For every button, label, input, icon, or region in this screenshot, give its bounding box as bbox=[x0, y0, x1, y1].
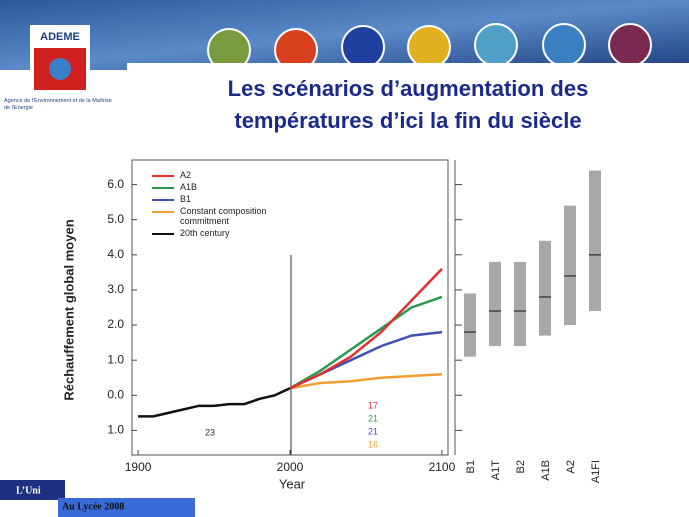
legend-label: A1B bbox=[180, 182, 198, 192]
title: températures d’ici la fin du siècle bbox=[234, 108, 581, 133]
agency: Agence de l'Environnement et de la Maîtr… bbox=[4, 98, 112, 111]
legend-label: Constant composition commitment bbox=[180, 206, 267, 226]
logo-globe bbox=[49, 58, 71, 80]
range-label: A1B bbox=[540, 460, 552, 481]
legend-swatch bbox=[152, 199, 174, 201]
series-line bbox=[289, 268, 443, 390]
legend-item: B1 bbox=[152, 194, 275, 204]
footer-text: Au Lycée 2008 bbox=[62, 501, 124, 512]
range-label: A1T bbox=[490, 460, 502, 480]
title: Les scénarios d’augmentation des bbox=[228, 76, 589, 101]
series-line bbox=[138, 387, 291, 418]
legend-item: 20th century bbox=[152, 228, 275, 238]
y-tick-label: 1.0 bbox=[107, 423, 124, 437]
range-bar bbox=[489, 261, 501, 347]
legend-swatch bbox=[152, 233, 174, 235]
title-box bbox=[127, 63, 689, 145]
legend-label: A2 bbox=[180, 170, 192, 180]
range-bar bbox=[464, 293, 476, 357]
legend-swatch bbox=[152, 187, 174, 189]
footer-bar bbox=[0, 480, 65, 500]
y-tick-label: 2.0 bbox=[107, 317, 124, 331]
x-axis-label: Year bbox=[279, 476, 306, 491]
series-line bbox=[289, 295, 443, 390]
legend: A2 A1B B1 Constant composition commitment 20… bbox=[152, 170, 275, 240]
icons bbox=[207, 23, 652, 72]
legend-item: A1B bbox=[152, 182, 275, 192]
annotation: 17 bbox=[368, 400, 378, 410]
y-tick-label: 3.0 bbox=[107, 282, 124, 296]
range-label: B1 bbox=[465, 460, 477, 473]
y-tick-label: 4.0 bbox=[107, 247, 124, 261]
banner bbox=[0, 0, 689, 70]
y-tick-label: 1.0 bbox=[107, 352, 124, 366]
footer-text: L’Uni bbox=[16, 485, 41, 496]
legend-label: 20th century bbox=[180, 228, 230, 238]
range-label: B2 bbox=[515, 460, 527, 473]
range-bar bbox=[514, 261, 526, 347]
x-tick-label: 2000 bbox=[277, 460, 304, 474]
range-bar bbox=[539, 240, 551, 336]
legend-swatch bbox=[152, 211, 174, 213]
y-axis-label: Réchauffement global moyen bbox=[61, 219, 76, 400]
y-tick-label: 5.0 bbox=[107, 212, 124, 226]
logo-text: ADEME bbox=[40, 31, 80, 43]
legend-item: A2 bbox=[152, 170, 275, 180]
x-tick-label: 1900 bbox=[125, 460, 152, 474]
range-label: A1FI bbox=[590, 460, 602, 483]
y-tick-label: 0.0 bbox=[107, 387, 124, 401]
x-tick-label: 2100 bbox=[429, 460, 456, 474]
y-tick-label: 6.0 bbox=[107, 177, 124, 191]
range-label: A2 bbox=[565, 460, 577, 473]
legend-label: B1 bbox=[180, 194, 192, 204]
legend-item: Constant composition commitment bbox=[152, 206, 275, 226]
range-bar bbox=[564, 205, 576, 326]
annotation: 16 bbox=[368, 439, 378, 449]
legend-swatch bbox=[152, 175, 174, 177]
series-line bbox=[289, 372, 442, 390]
annotation: 21 bbox=[368, 413, 378, 423]
range-bar bbox=[589, 170, 601, 312]
footer-bar bbox=[58, 498, 195, 517]
annotation: 23 bbox=[205, 427, 215, 437]
annotation: 21 bbox=[368, 426, 378, 436]
